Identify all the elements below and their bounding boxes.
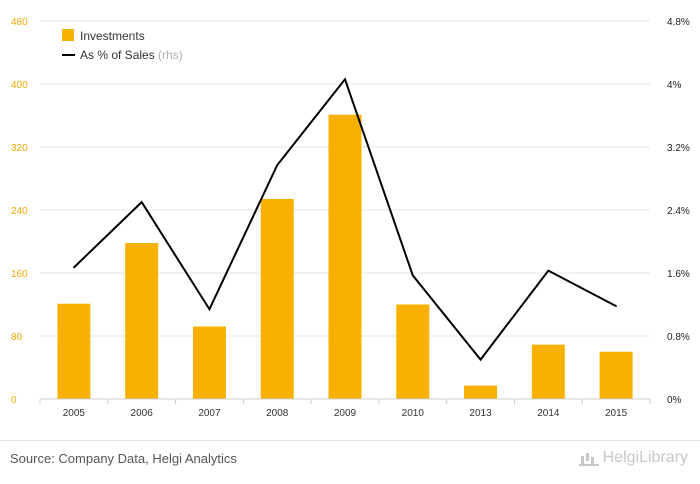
bar [599,351,633,399]
legend-label-sales: As % of Sales (rhs) [80,48,183,62]
x-tick-label: 2008 [266,408,289,419]
line-point [208,308,211,311]
legend: Investments As % of Sales (rhs) [62,29,183,62]
bar [192,326,226,399]
footer: Source: Company Data, Helgi Analytics He… [0,440,700,484]
y-right-tick-label: 0% [667,395,682,406]
bar [125,243,159,399]
y-left-tick-label: 160 [11,269,28,280]
line-series [73,77,617,362]
line-point [615,305,617,307]
bar [328,114,362,400]
bar [464,385,498,399]
chart: 0 80 160 240 320 400 480 0% 0.8% 1.6% 2.4% 3.2% 4% 4… [11,17,690,419]
helgi-library-logo: HelgiLibrary [578,449,688,467]
x-tick-label: 2010 [402,408,425,419]
logo-text: HelgiLibrary [602,449,688,466]
x-tick-label: 2007 [198,408,221,419]
logo-icon [578,450,599,466]
line-point [140,201,143,203]
y-right-tick-label: 0.8% [667,332,690,343]
x-tick-label: 2013 [469,408,492,419]
line-point [411,274,414,277]
y-left-tick-label: 240 [11,206,28,217]
x-tick-label: 2014 [537,408,560,419]
bar [396,304,430,399]
x-tick-label: 2009 [334,408,357,419]
bar [531,344,565,399]
line-point [479,358,482,361]
line-point [547,269,550,272]
y-left-tick-label: 400 [11,80,28,91]
x-tick-label: 2015 [605,408,628,419]
line-point [344,78,346,81]
y-left-tick-label: 320 [11,143,28,154]
legend-label-rhs-note: (rhs) [158,48,183,62]
y-right-tick-label: 4.8% [667,17,690,28]
line-point [73,266,75,269]
bar [57,303,91,399]
y-right-tick-label: 1.6% [667,269,690,280]
legend-label-investments: Investments [80,29,145,43]
y-left-tick-label: 0 [11,395,17,406]
y-right-tick-label: 4% [667,80,682,91]
y-right-tick-label: 3.2% [667,143,690,154]
source-note: Source: Company Data, Helgi Analytics [10,451,237,466]
x-tick-label: 2005 [63,408,86,419]
y-left-tick-label: 480 [11,17,28,28]
legend-swatch-investments [62,29,74,41]
y-axis-left: 0 80 160 240 320 400 480 [11,17,28,406]
bar-series [57,114,633,400]
x-tick-label: 2006 [131,408,154,419]
line-point [276,164,279,166]
y-right-tick-label: 2.4% [667,206,690,217]
x-axis: 2005 2006 2007 2008 2009 2010 2013 2014 2015 [39,398,651,419]
y-axis-right: 0% 0.8% 1.6% 2.4% 3.2% 4% 4.8% [667,17,690,406]
bar [260,198,294,399]
y-left-tick-label: 80 [11,332,23,343]
